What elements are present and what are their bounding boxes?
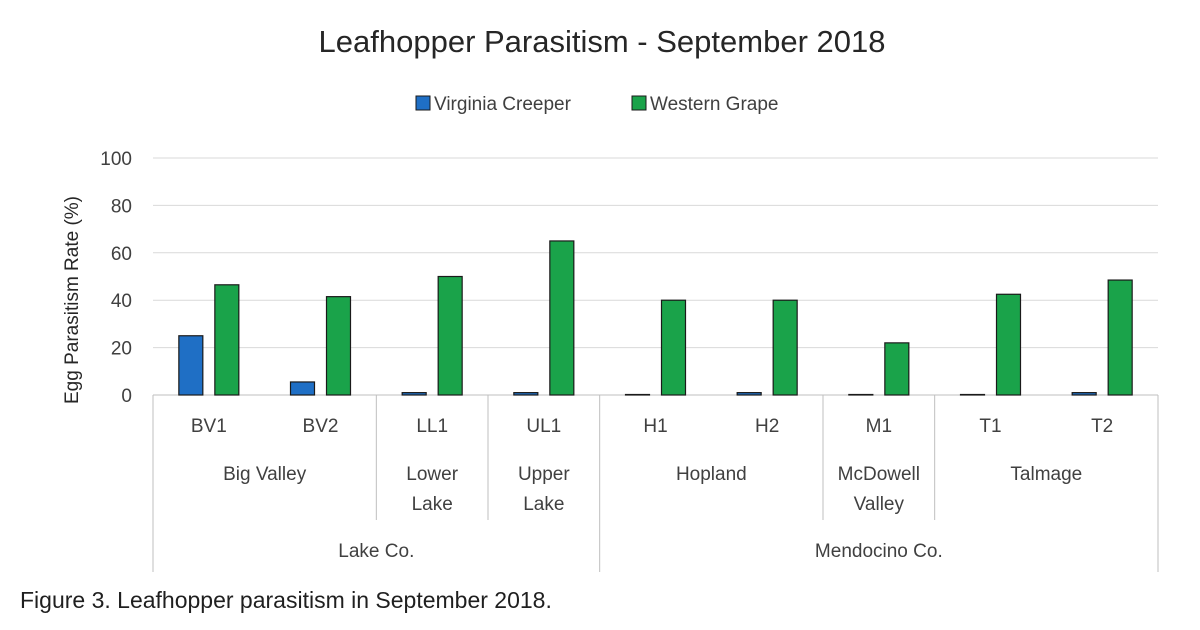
bar-western-grape-h2 [772,299,798,396]
site-group-label: Big Valley [223,464,307,485]
legend: Virginia Creeper Western Grape [415,94,778,115]
y-tick-label: 100 [100,149,132,170]
category-label: M1 [866,416,892,437]
category-label: BV2 [303,416,339,437]
bar-virginia-creeper-bv2 [289,381,316,396]
chart-title: Leafhopper Parasitism - September 2018 [319,24,886,59]
site-group-label: Talmage [1010,464,1082,485]
category-label: H1 [643,416,667,437]
bar-virginia-creeper-ll1 [401,392,427,396]
y-tick-label: 0 [121,386,132,407]
category-label: T2 [1091,416,1113,437]
site-group-label: Lake [412,494,453,515]
site-group-label: McDowell [838,464,920,485]
site-group-label: Valley [854,494,905,515]
bar-western-grape-ll1 [437,275,463,396]
bar-virginia-creeper-t1 [959,393,986,396]
site-group-label: Hopland [676,464,747,485]
bars [178,240,1133,396]
category-label: T1 [979,416,1001,437]
bar-western-grape-t1 [995,293,1022,396]
bar-virginia-creeper-m1 [848,393,874,396]
x-axis: BV1 BV2 LL1 UL1 H1 H2 M1 T1 T2 Big Valley Lower Lak… [152,395,1159,572]
y-tick-label: 60 [111,244,132,265]
category-label: UL1 [526,416,561,437]
bar-western-grape-h1 [660,299,687,396]
legend-label: Virginia Creeper [434,94,572,115]
bar-western-grape-bv2 [325,296,352,396]
y-tick-label: 40 [111,291,132,312]
bar-western-grape-m1 [884,342,910,396]
county-label: Lake Co. [338,541,414,562]
y-axis-label: Egg Parasitism Rate (%) [62,196,83,404]
site-group-label: Lower [406,464,458,485]
legend-swatch [631,95,647,111]
y-tick-label: 80 [111,196,132,217]
bar-virginia-creeper-bv1 [178,335,204,396]
y-axis-ticks: 0 20 40 60 80 100 [100,149,132,407]
figure-caption: Figure 3. Leafhopper parasitism in Septe… [20,587,552,613]
bar-virginia-creeper-t2 [1071,392,1097,396]
bar-virginia-creeper-ul1 [513,392,539,396]
bar-virginia-creeper-h1 [624,393,651,396]
parasitism-chart: Leafhopper Parasitism - September 2018 V… [62,24,1159,572]
bar-western-grape-ul1 [549,240,575,396]
bar-western-grape-t2 [1107,279,1133,396]
category-label: LL1 [416,416,448,437]
site-group-label: Upper [518,464,570,485]
site-group-label: Lake [523,494,564,515]
y-tick-label: 20 [111,339,132,360]
legend-swatch [415,95,431,111]
legend-label: Western Grape [650,94,778,115]
category-label: BV1 [191,416,227,437]
county-label: Mendocino Co. [815,541,943,562]
gridlines [153,157,1158,396]
bar-virginia-creeper-h2 [736,392,762,396]
category-label: H2 [755,416,779,437]
bar-western-grape-bv1 [214,284,240,396]
